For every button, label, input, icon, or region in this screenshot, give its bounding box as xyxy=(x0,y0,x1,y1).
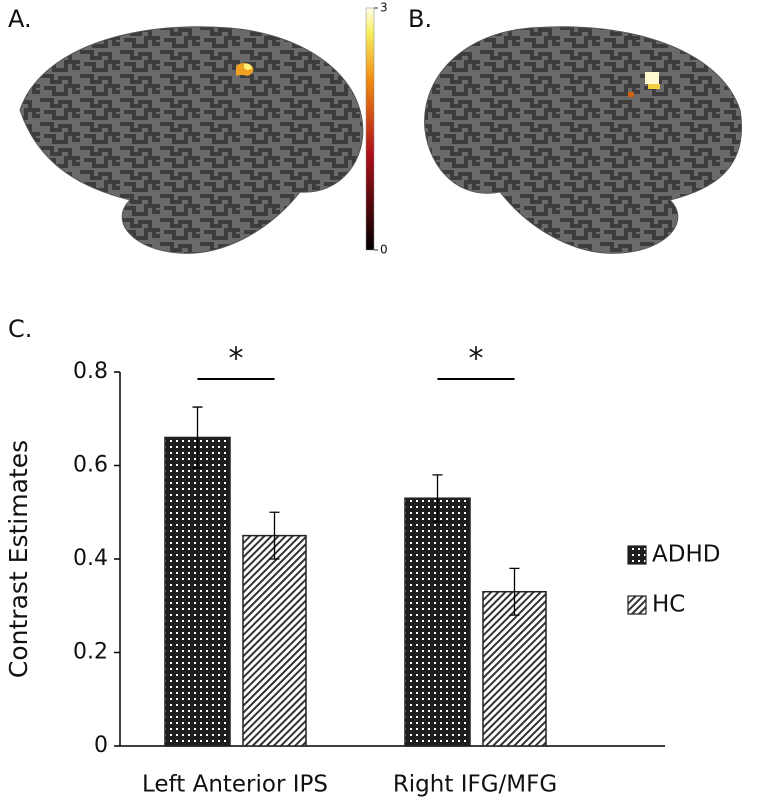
y-tick-label: 0.2 xyxy=(73,640,108,665)
brain-right xyxy=(424,26,742,254)
significance-marker: * xyxy=(229,342,244,377)
legend-swatch xyxy=(627,545,647,565)
colorbar-tick-label: 3 xyxy=(380,1,388,15)
panel-label: B. xyxy=(408,5,432,33)
error-bar xyxy=(192,406,203,469)
bar xyxy=(242,534,307,747)
panel-label: C. xyxy=(8,315,32,343)
y-tick-label: 0.4 xyxy=(73,546,108,571)
y-tick-label: 0.8 xyxy=(73,359,108,384)
panel-label: A. xyxy=(8,5,32,33)
y-tick-label: 0 xyxy=(94,733,108,758)
legend-label: ADHD xyxy=(652,542,720,568)
significance-marker: * xyxy=(469,342,484,377)
error-bar xyxy=(509,567,520,616)
error-bar xyxy=(269,511,280,560)
colorbar xyxy=(365,7,375,251)
colorbar-tick-label: 0 xyxy=(380,243,388,257)
bar xyxy=(164,436,231,747)
x-tick-label: Left Anterior IPS xyxy=(142,772,328,798)
y-tick-label: 0.6 xyxy=(73,453,108,478)
bar xyxy=(404,497,471,747)
x-tick-label: Right IFG/MFG xyxy=(393,772,557,798)
legend-label: HC xyxy=(652,592,685,618)
y-axis-title: Contrast Estimates xyxy=(4,440,33,678)
brain-left xyxy=(19,26,364,254)
error-bar xyxy=(432,474,443,523)
legend-swatch xyxy=(627,595,647,615)
